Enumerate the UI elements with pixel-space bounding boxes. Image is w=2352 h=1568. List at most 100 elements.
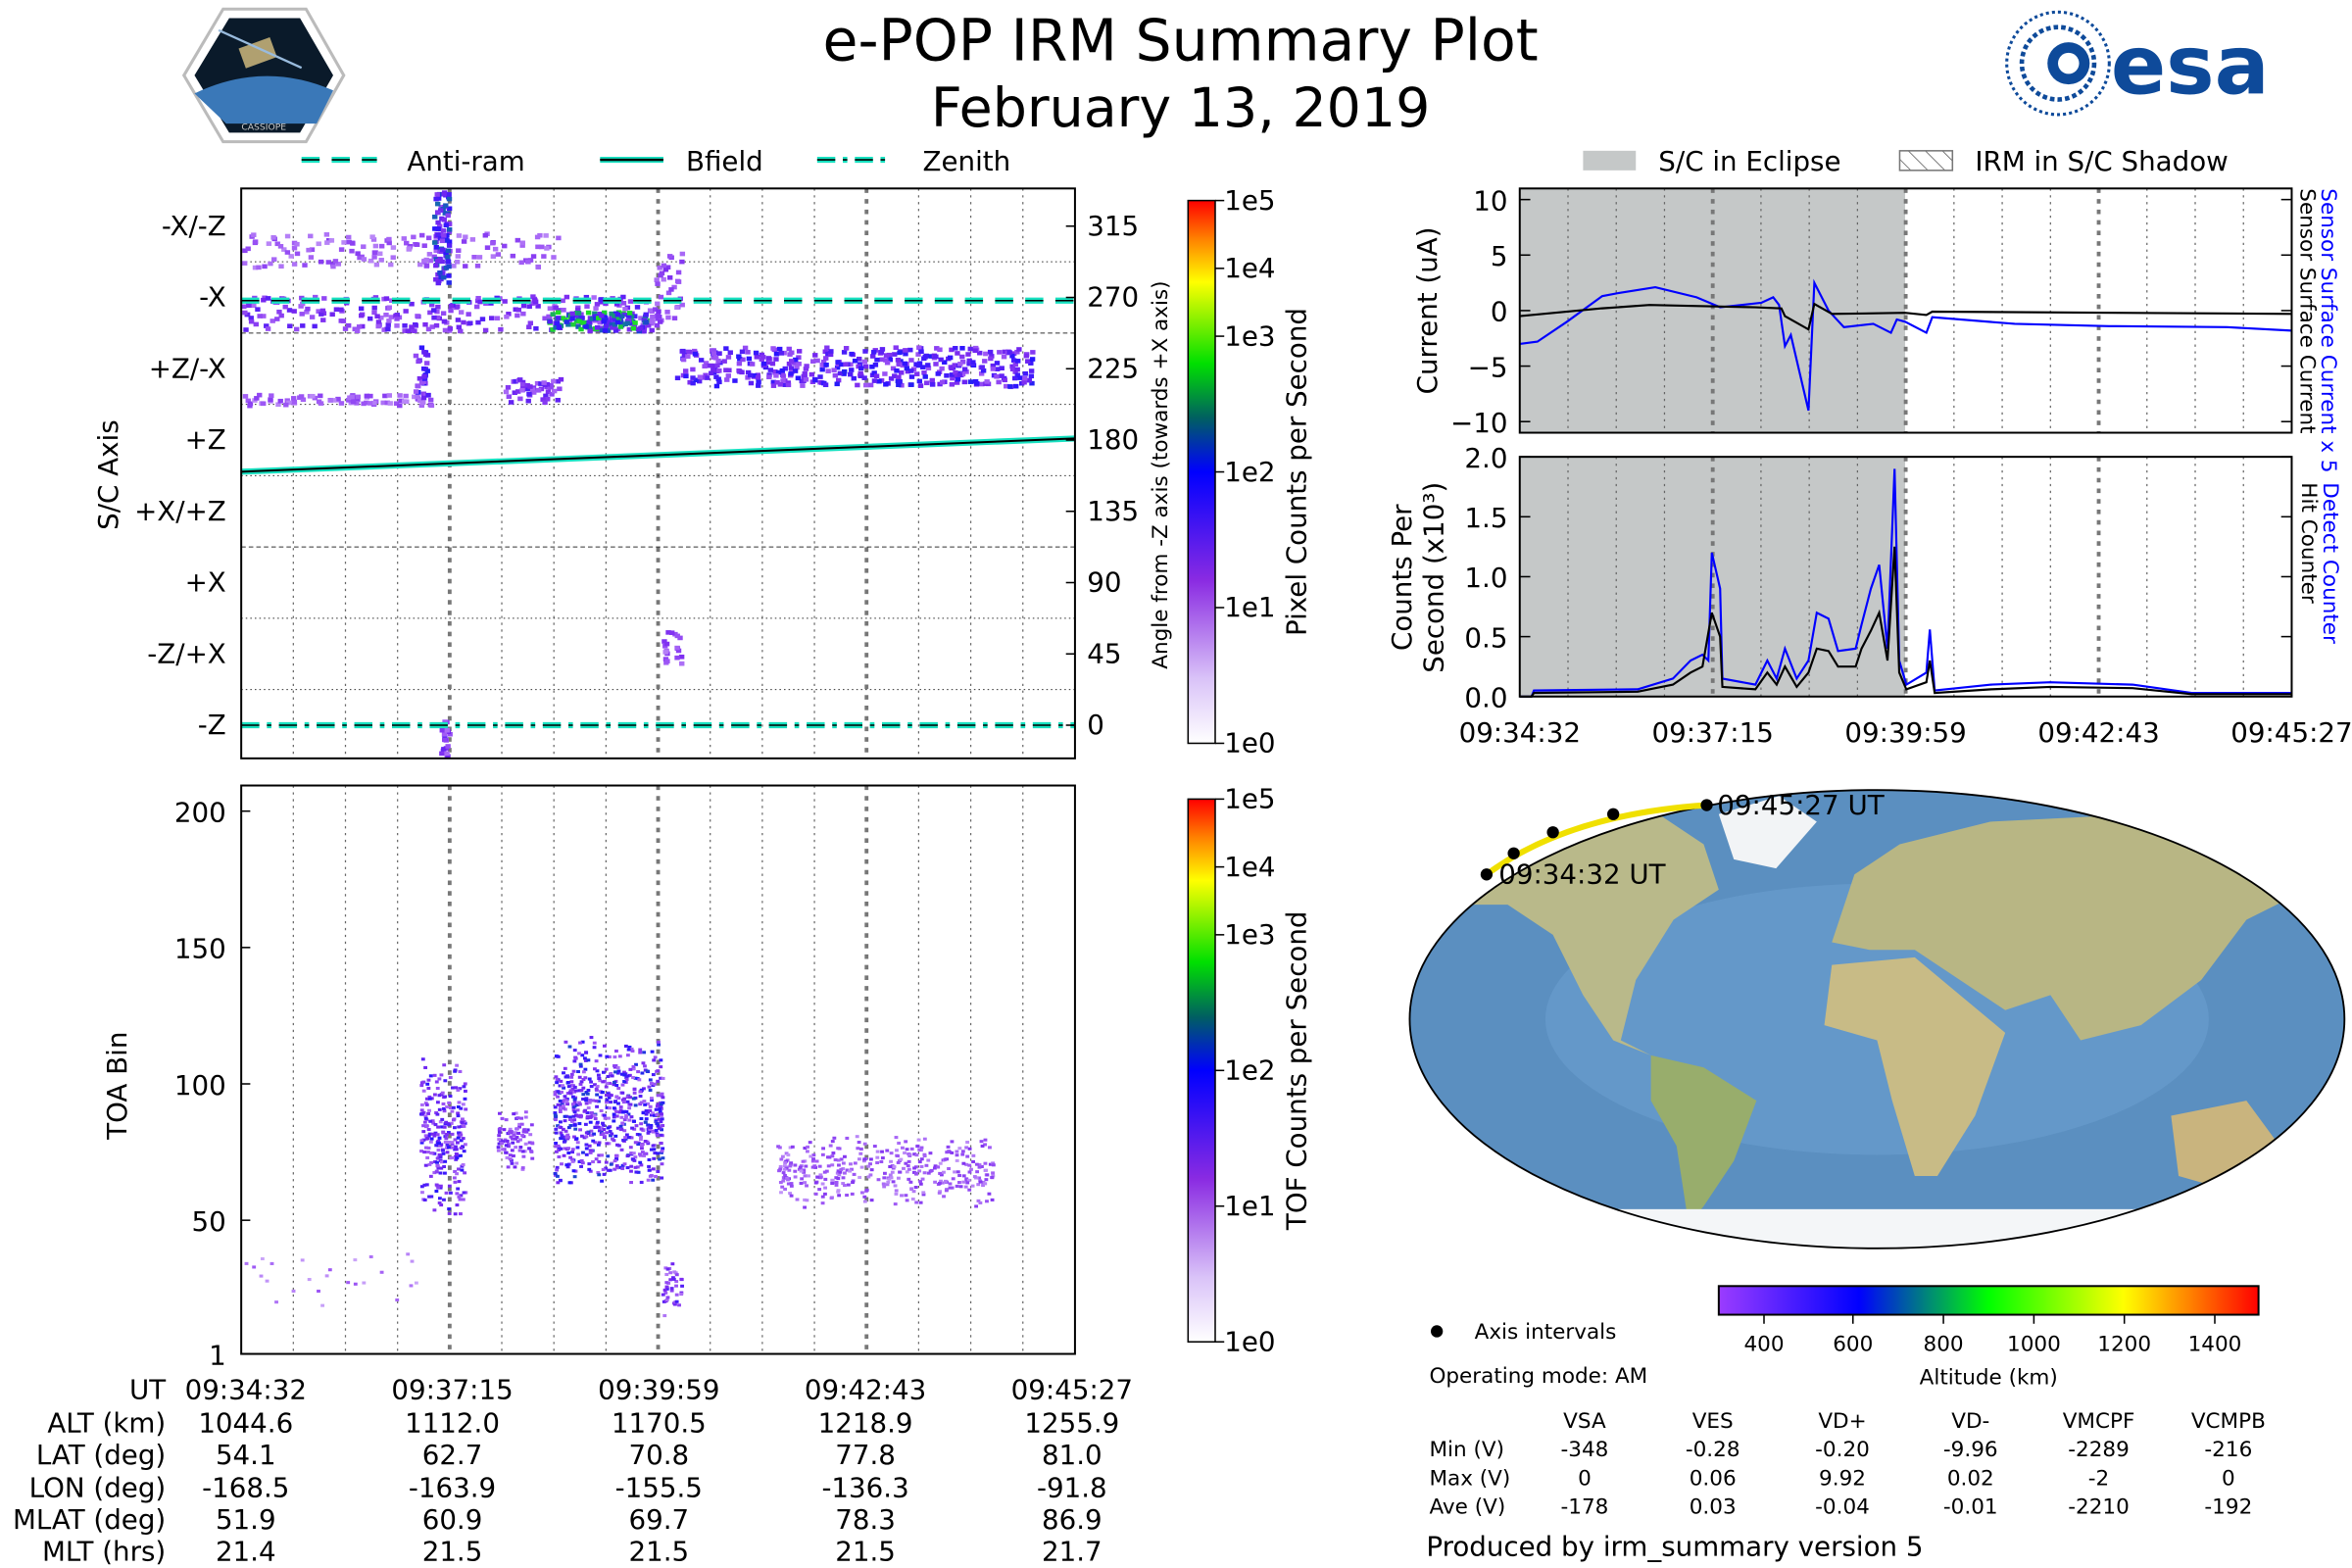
tof-count-cell <box>584 1131 589 1135</box>
tof-count-cell <box>837 1194 842 1198</box>
tof-count-cell <box>856 1147 860 1151</box>
pixel-count-cell <box>482 232 488 238</box>
pixel-count-cell <box>663 641 670 647</box>
pixel-count-cell <box>646 322 652 328</box>
pixel-count-cell <box>586 324 593 330</box>
tof-count-cell <box>529 1150 534 1153</box>
tof-count-cell <box>823 1192 827 1196</box>
tof-count-cell <box>426 1134 431 1138</box>
pixel-count-cell <box>330 264 336 270</box>
tof-count-cell <box>664 1298 669 1301</box>
tof-count-cell <box>460 1120 465 1124</box>
pixel-count-cell <box>849 368 855 372</box>
pixel-count-cell <box>755 372 760 378</box>
tof-count-cell <box>650 1099 654 1102</box>
pixel-count-cell <box>541 380 547 385</box>
pixel-count-cell <box>703 372 709 378</box>
tof-count-cell <box>961 1161 966 1165</box>
tof-count-cell <box>674 1293 679 1297</box>
tof-count-cell <box>594 1087 599 1091</box>
tof-count-cell <box>584 1102 589 1105</box>
pixel-count-cell <box>574 307 581 313</box>
tof-count-cell <box>658 1157 662 1161</box>
pixel-count-cell <box>892 352 898 357</box>
pixel-count-cell <box>899 382 905 388</box>
pixel-count-cell <box>954 373 960 378</box>
pixel-count-cell <box>330 398 337 403</box>
voltage-header: VSA <box>1563 1409 1606 1434</box>
tof-count-cell <box>576 1152 581 1156</box>
tof-count-cell <box>831 1152 836 1155</box>
tof-count-cell <box>459 1146 464 1150</box>
tof-count-cell <box>452 1117 457 1121</box>
pixel-count-cell <box>1022 375 1028 381</box>
pixel-count-cell <box>403 309 409 314</box>
voltage-cell: 0.06 <box>1690 1466 1737 1491</box>
tof-count-cell <box>888 1164 893 1169</box>
pixel-count-cell <box>848 371 854 377</box>
tof-count-cell <box>803 1147 808 1151</box>
pixel-count-cell <box>359 313 365 318</box>
colorbar-tick-label: 1e4 <box>1224 252 1275 284</box>
tof-count-cell <box>601 1121 605 1125</box>
tof-count-cell <box>505 1139 510 1143</box>
pixel-count-cell <box>431 315 437 320</box>
pixel-count-cell <box>802 370 808 376</box>
pixel-count-cell <box>284 233 291 239</box>
pixel-count-cell <box>385 322 391 327</box>
tof-count-cell <box>814 1159 819 1163</box>
pixel-count-cell <box>593 316 599 321</box>
time-tick-label: 09:45:27 <box>2230 716 2352 749</box>
pixel-count-cell <box>1001 354 1007 360</box>
pixel-count-cell <box>556 235 562 241</box>
pixel-count-cell <box>520 303 527 309</box>
pixel-count-cell <box>432 240 438 245</box>
eclipse-legend: S/C in Eclipse IRM in S/C Shadow <box>1583 145 2229 177</box>
pixel-count-cell <box>451 264 457 269</box>
tof-count-cell <box>444 1191 449 1195</box>
tof-count-cell <box>813 1165 818 1169</box>
toa-tick-label: 1 <box>209 1339 226 1371</box>
tof-count-cell <box>456 1104 461 1109</box>
pixel-count-cell <box>434 309 440 315</box>
tof-count-cell <box>979 1164 984 1168</box>
pixel-count-cell <box>997 350 1003 355</box>
tof-count-cell <box>861 1159 866 1163</box>
tof-count-cell <box>435 1101 440 1104</box>
pixel-count-cell <box>725 355 732 360</box>
tof-count-cell <box>461 1137 466 1141</box>
tof-count-cell <box>906 1164 910 1168</box>
tof-count-cell <box>850 1192 855 1196</box>
tof-count-cell <box>602 1127 607 1132</box>
pixel-count-cell <box>655 301 661 307</box>
pixel-count-cell <box>350 240 356 246</box>
tof-count-cell <box>581 1077 586 1082</box>
pixel-count-cell <box>305 306 311 312</box>
pixel-count-cell <box>624 320 630 326</box>
tof-count-cell <box>307 1278 312 1282</box>
tof-count-cell <box>824 1169 829 1173</box>
pixel-count-cell <box>586 319 593 325</box>
pixel-count-cell <box>614 312 621 318</box>
tof-count-cell <box>500 1142 504 1146</box>
tof-count-cell <box>558 1120 563 1124</box>
tof-count-cell <box>614 1114 619 1118</box>
ephemeris-cell: 1170.5 <box>612 1407 707 1440</box>
tof-count-cell <box>945 1151 950 1154</box>
pixel-count-cell <box>547 306 554 312</box>
toa-tick-label: 50 <box>192 1205 226 1238</box>
tof-count-cell <box>803 1181 808 1185</box>
pixel-count-cell <box>342 326 349 331</box>
pixel-count-cell <box>921 370 927 375</box>
tof-count-cell <box>593 1083 597 1087</box>
tof-count-cell <box>434 1144 439 1148</box>
pixel-count-cell <box>338 307 344 313</box>
pixel-count-cell <box>413 321 418 327</box>
pixel-count-cell <box>519 240 525 246</box>
tof-count-cell <box>563 1114 567 1118</box>
pixel-count-cell <box>679 349 685 354</box>
pixel-count-cell <box>748 380 755 386</box>
pixel-count-cell <box>440 270 446 276</box>
pixel-count-cell <box>871 378 878 383</box>
pixel-count-cell <box>753 350 760 356</box>
